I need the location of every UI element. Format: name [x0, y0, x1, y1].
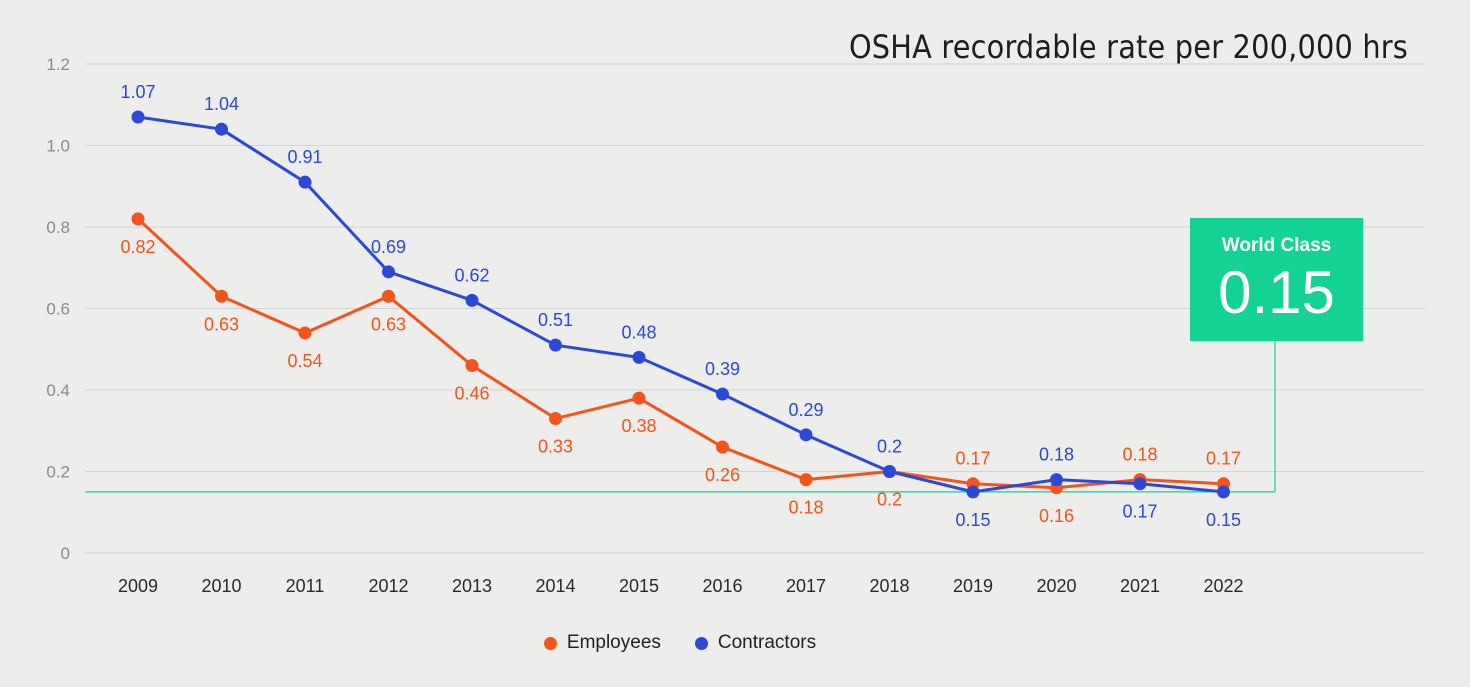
world-class-label: World Class [1221, 235, 1332, 256]
x-tick-label: 2017 [786, 576, 826, 596]
contractors-point [298, 175, 312, 189]
y-tick-label: 0.8 [46, 218, 70, 237]
contractors-data-label: 0.18 [1039, 445, 1074, 465]
employees-legend-marker [543, 636, 557, 650]
contractors-point [966, 485, 980, 499]
contractors-data-label: 1.04 [204, 94, 239, 114]
employees-point [799, 473, 813, 487]
contractors-data-label: 0.39 [705, 359, 740, 379]
employees-point [382, 289, 395, 303]
series-lines [136, 115, 1224, 494]
contractors-data-label: 0.15 [1206, 510, 1241, 530]
world-class-value: 0.15 [1218, 259, 1335, 326]
x-axis-ticks: 2009 2010 2011 2012 2013 2014 2015 2016 2017 2018… [118, 576, 1244, 596]
world-class-callout: World Class 0.15 [1190, 218, 1363, 341]
contractors-point [465, 293, 479, 307]
employees-point [632, 391, 646, 405]
contractors-data-label: 0.51 [538, 310, 573, 330]
employees-data-label: 0.17 [955, 449, 990, 469]
employees-data-label: 0.18 [1122, 445, 1157, 465]
world-class-reference-line [85, 341, 1276, 493]
contractors-point [632, 350, 646, 364]
x-tick-label: 2010 [201, 576, 241, 596]
contractors-point [883, 465, 896, 478]
contractors-data-label: 0.62 [454, 265, 489, 285]
legend-label-contractors: Contractors [717, 632, 817, 653]
legend-item-employees: Employees [543, 632, 661, 654]
contractors-point [799, 428, 813, 442]
employees-line [136, 217, 1224, 490]
x-tick-label: 2013 [452, 576, 492, 596]
x-tick-label: 2014 [535, 576, 575, 596]
x-tick-label: 2020 [1036, 576, 1076, 596]
contractors-data-label: 0.29 [788, 400, 823, 420]
employees-point [215, 289, 228, 303]
data-labels: 0.82 0.63 0.54 0.63 0.46 0.33 0.38 0.26 0.18 0.2 0… [120, 82, 1241, 530]
employees-data-label: 0.18 [788, 498, 823, 518]
contractors-data-label: 0.15 [955, 510, 990, 530]
contractors-data-label: 0.17 [1122, 502, 1157, 522]
employees-data-label: 0.16 [1039, 506, 1074, 526]
contractors-point [716, 387, 729, 401]
employees-data-label: 0.54 [287, 351, 322, 371]
employees-point [465, 359, 479, 373]
y-axis-ticks: 0 0.2 0.4 0.6 0.8 1.0 1.2 [46, 55, 70, 563]
legend: Employees Contractors [0, 632, 1360, 654]
x-tick-label: 2019 [953, 576, 993, 596]
employees-point [716, 440, 729, 454]
x-tick-label: 2018 [869, 576, 909, 596]
employees-point [298, 326, 312, 340]
contractors-point [131, 110, 145, 124]
x-tick-label: 2012 [368, 576, 408, 596]
legend-label-employees: Employees [566, 632, 661, 653]
contractors-data-label: 0.2 [877, 437, 902, 457]
x-tick-label: 2021 [1120, 576, 1160, 596]
employees-data-label: 0.63 [204, 314, 239, 334]
employees-data-label: 0.46 [454, 384, 489, 404]
y-tick-label: 0.2 [46, 463, 70, 482]
employees-data-label: 0.2 [877, 490, 902, 510]
contractors-data-label: 0.91 [287, 147, 322, 167]
contractors-data-label: 0.48 [621, 322, 656, 342]
contractors-point [1050, 473, 1063, 487]
employees-data-label: 0.33 [538, 437, 573, 457]
contractors-line [137, 115, 1224, 494]
x-tick-label: 2015 [619, 576, 659, 596]
contractors-point [1133, 477, 1147, 491]
contractors-point [549, 338, 562, 352]
legend-item-contractors: Contractors [694, 632, 817, 654]
employees-data-label: 0.38 [621, 416, 656, 436]
x-tick-label: 2016 [702, 576, 742, 596]
x-tick-label: 2011 [286, 576, 325, 596]
employees-point [549, 412, 562, 426]
contractors-data-label: 0.69 [371, 237, 406, 257]
employees-data-label: 0.26 [705, 465, 740, 485]
y-tick-label: 0.6 [46, 300, 70, 319]
employees-point [131, 212, 145, 226]
contractors-point [215, 122, 228, 136]
employees-data-label: 0.17 [1206, 449, 1241, 469]
contractors-point [1217, 485, 1230, 499]
series-points [131, 110, 1230, 499]
employees-data-label: 0.63 [371, 314, 406, 334]
y-tick-label: 1.0 [46, 137, 70, 156]
employees-data-label: 0.82 [120, 237, 155, 257]
chart-title: OSHA recordable rate per 200,000 hrs [848, 28, 1408, 66]
gridlines [85, 63, 1425, 554]
y-tick-label: 0.4 [46, 381, 70, 400]
x-tick-label: 2009 [118, 576, 158, 596]
contractors-legend-marker [694, 636, 708, 650]
contractors-data-label: 1.07 [120, 82, 155, 102]
y-tick-label: 0 [61, 544, 70, 563]
x-tick-label: 2022 [1203, 576, 1243, 596]
contractors-point [382, 265, 395, 279]
y-tick-label: 1.2 [46, 55, 70, 74]
